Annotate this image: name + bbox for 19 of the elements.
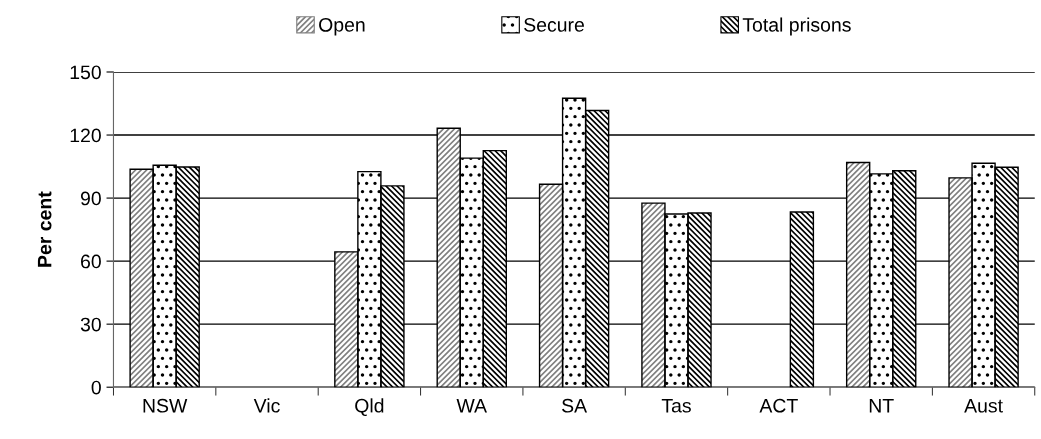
x-tick-label: NSW <box>143 398 188 413</box>
x-tick-label: SA <box>562 398 588 413</box>
y-tick-label: 120 <box>70 128 101 143</box>
y-tick-label: 60 <box>81 254 101 269</box>
legend-label: Secure <box>524 17 584 32</box>
x-tick-label: Qld <box>355 398 384 417</box>
legend-label: Total prisons <box>742 17 851 36</box>
x-tick-label: Tas <box>661 399 691 413</box>
legend-label: Open <box>319 17 365 36</box>
y-axis-title: Per cent <box>37 191 52 267</box>
y-tick-label: 90 <box>80 191 101 206</box>
x-tick-label: NT <box>869 399 894 413</box>
x-tick-label: Vic <box>253 398 280 413</box>
y-tick-label: 30 <box>80 317 101 332</box>
x-tick-label: Aust <box>964 399 1003 413</box>
x-tick-label: ACT <box>759 398 798 413</box>
x-tick-label: WA <box>456 399 487 413</box>
y-tick-label: 150 <box>70 65 101 80</box>
y-tick-label: 0 <box>91 380 101 395</box>
